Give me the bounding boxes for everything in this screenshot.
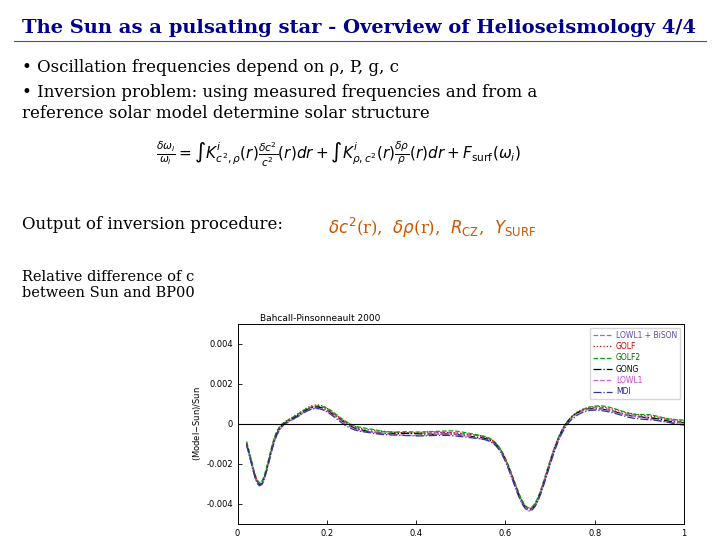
GOLF2 (603, 403, 611, 410)
LOWL1 + BiSON (671, 418, 680, 424)
GOLF (451, 430, 459, 436)
GOLF2 (242, 438, 251, 444)
GOLF (312, 402, 321, 408)
LOWL1 (526, 507, 534, 514)
GOLF (503, 461, 512, 468)
LOWL1 + BiSON (313, 403, 322, 409)
GOLF (526, 505, 534, 511)
GOLF2 (450, 428, 459, 434)
Line: GONG: GONG (246, 407, 684, 510)
LOWL1 (680, 420, 688, 426)
LOWL1 (480, 436, 488, 443)
LOWL1 + BiSON (242, 440, 251, 446)
Text: • Inversion problem: using measured frequencies and from a: • Inversion problem: using measured freq… (22, 84, 537, 100)
GOLF (671, 416, 680, 423)
GOLF2 (595, 403, 604, 409)
GOLF2 (680, 417, 688, 423)
LOWL1 (671, 420, 680, 426)
Text: • Oscillation frequencies depend on ρ, P, g, c: • Oscillation frequencies depend on ρ, P… (22, 59, 399, 76)
LOWL1 + BiSON (454, 430, 462, 436)
GONG (242, 441, 251, 448)
LOWL1 (603, 407, 611, 414)
Text: $\frac{\delta\omega_i}{\omega_i} = \int K^i_{c^2,\rho}(r)\frac{\delta c^2}{c^2}(: $\frac{\delta\omega_i}{\omega_i} = \int … (156, 139, 521, 168)
MDI (454, 433, 462, 440)
MDI (503, 464, 512, 470)
GONG (312, 404, 321, 410)
MDI (603, 408, 611, 415)
LOWL1 (242, 442, 251, 448)
LOWL1 (503, 463, 512, 470)
MDI (671, 421, 680, 427)
GOLF2 (671, 416, 680, 423)
LOWL1 + BiSON (526, 505, 534, 512)
LOWL1 + BiSON (603, 406, 611, 412)
MDI (526, 508, 534, 514)
GONG (680, 420, 688, 426)
Text: Bahcall-Pinsonneault 2000: Bahcall-Pinsonneault 2000 (260, 314, 380, 323)
GONG (526, 507, 534, 513)
GOLF (480, 433, 488, 440)
Text: The Sun as a pulsating star - Overview of Helioseismology 4/4: The Sun as a pulsating star - Overview o… (22, 19, 696, 37)
Line: MDI: MDI (246, 409, 684, 511)
GOLF (454, 430, 462, 436)
Y-axis label: (Model$-$Sun)/Sun: (Model$-$Sun)/Sun (192, 387, 203, 461)
LOWL1 + BiSON (451, 430, 459, 436)
GONG (451, 431, 459, 437)
MDI (312, 406, 321, 412)
GONG (503, 463, 512, 469)
Text: reference solar model determine solar structure: reference solar model determine solar st… (22, 105, 429, 122)
Line: GOLF2: GOLF2 (246, 406, 684, 508)
Line: LOWL1 + BiSON: LOWL1 + BiSON (246, 406, 684, 509)
LOWL1 (454, 431, 462, 437)
GOLF (680, 418, 688, 424)
MDI (242, 442, 251, 449)
MDI (480, 436, 488, 443)
LOWL1 + BiSON (480, 434, 488, 440)
Text: Relative difference of c
between Sun and BP00: Relative difference of c between Sun and… (22, 270, 194, 300)
GONG (454, 431, 462, 438)
MDI (680, 422, 688, 428)
LOWL1 + BiSON (503, 461, 512, 468)
GOLF2 (503, 458, 511, 465)
GONG (480, 435, 488, 442)
GOLF2 (479, 433, 487, 439)
Line: LOWL1: LOWL1 (246, 408, 684, 510)
GOLF2 (526, 504, 534, 511)
GOLF (603, 404, 611, 411)
Text: $\delta c^2$(r),  $\delta\rho$(r),  $R_{\rm CZ}$,  $Y_{\rm SURF}$: $\delta c^2$(r), $\delta\rho$(r), $R_{\r… (328, 216, 536, 240)
MDI (451, 433, 459, 439)
GONG (671, 419, 680, 426)
GOLF2 (453, 428, 462, 435)
Text: Output of inversion procedure:: Output of inversion procedure: (22, 216, 293, 233)
LOWL1 (312, 405, 320, 411)
LOWL1 (451, 431, 459, 437)
LOWL1 + BiSON (680, 419, 688, 426)
Line: GOLF: GOLF (246, 405, 684, 508)
GONG (603, 407, 611, 413)
Legend: LOWL1 + BiSON, GOLF, GOLF2, GONG, LOWL1, MDI: LOWL1 + BiSON, GOLF, GOLF2, GONG, LOWL1,… (590, 328, 680, 400)
GOLF (242, 440, 251, 446)
